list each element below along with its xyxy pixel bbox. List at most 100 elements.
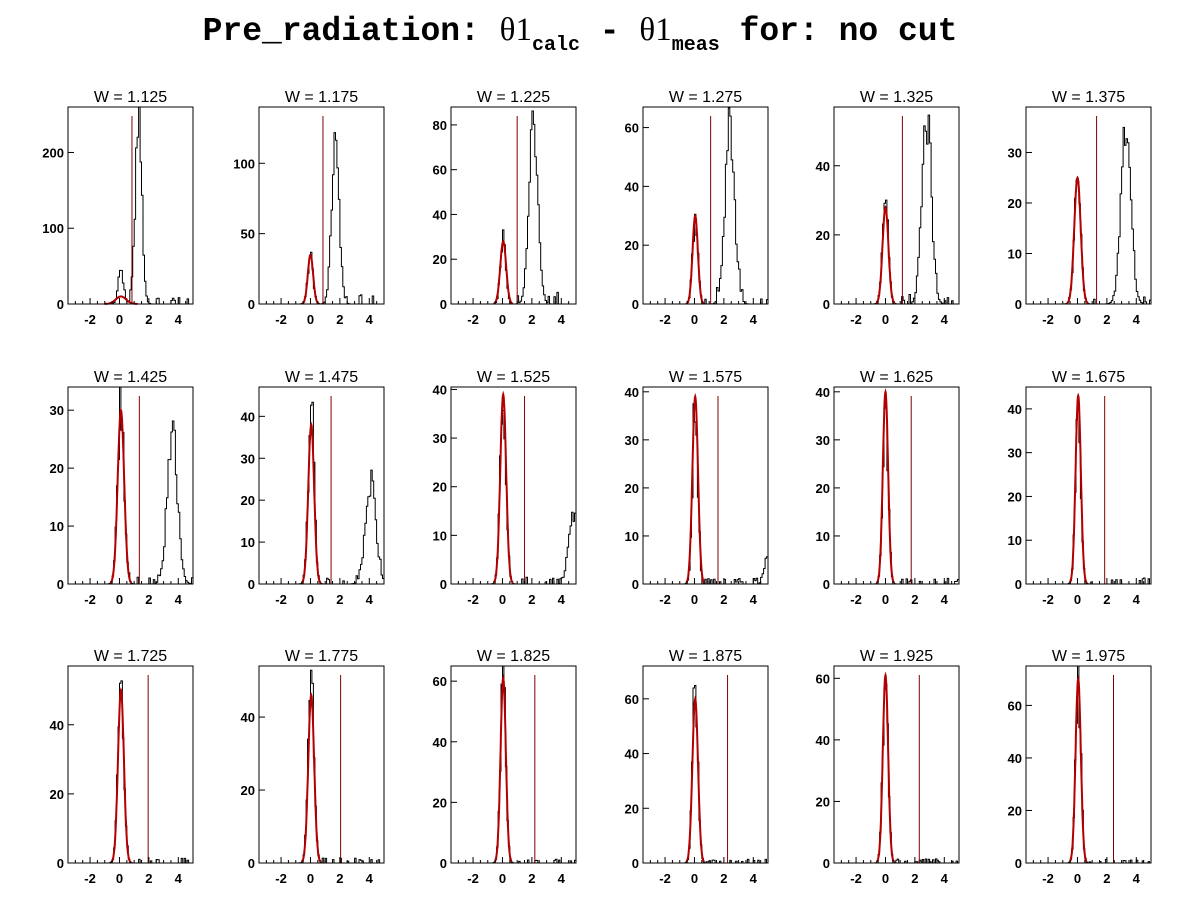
panel-title: W = 1.225 [477, 89, 550, 106]
x-tick-label: 2 [1103, 312, 1110, 327]
y-tick-label: 0 [57, 297, 64, 312]
x-tick-label: 0 [882, 592, 889, 607]
y-tick-label: 60 [433, 674, 447, 689]
y-tick-label: 30 [1008, 446, 1022, 461]
y-tick-label: 20 [433, 480, 447, 495]
y-tick-label: 0 [1015, 297, 1022, 312]
y-tick-label: 30 [241, 451, 255, 466]
histogram-bars [834, 114, 959, 305]
y-tick-label: 40 [816, 733, 830, 748]
y-tick-label: 60 [816, 671, 830, 686]
y-tick-label: 40 [1008, 751, 1022, 766]
y-tick-label: 0 [248, 856, 255, 871]
y-tick-label: 20 [1008, 803, 1022, 818]
x-tick-label: 2 [1103, 592, 1110, 607]
plot-frame [833, 665, 960, 864]
histogram-bars [68, 106, 193, 305]
x-tick-label: -2 [850, 312, 862, 327]
x-tick-label: 4 [175, 312, 183, 327]
x-tick-label: -2 [84, 312, 96, 327]
panel-title: W = 1.725 [94, 648, 167, 665]
x-tick-label: -2 [850, 871, 862, 886]
x-tick-label: -2 [850, 592, 862, 607]
y-tick-label: 40 [625, 385, 639, 400]
plot-frame [1025, 665, 1152, 864]
title-minus: - [580, 13, 640, 50]
x-tick-label: 4 [366, 312, 374, 327]
y-tick-label: 40 [816, 159, 830, 174]
x-tick-label: -2 [1042, 871, 1054, 886]
x-tick-label: 2 [336, 312, 343, 327]
x-tick-label: 4 [558, 312, 566, 327]
y-tick-label: 0 [57, 577, 64, 592]
histogram-bars [451, 110, 576, 305]
panel-title: W = 1.575 [669, 369, 742, 386]
histogram-bars [259, 669, 384, 864]
x-tick-label: 0 [307, 312, 314, 327]
plot-frame [67, 665, 194, 864]
x-tick-label: 2 [720, 312, 727, 327]
x-tick-label: -2 [275, 871, 287, 886]
plot-frame [450, 386, 577, 585]
histogram-panel: W = 1.175 -2 0 2 4 0 50 100 [233, 89, 385, 327]
x-tick-label: 2 [911, 871, 918, 886]
y-tick-label: 20 [1008, 196, 1022, 211]
x-tick-label: -2 [659, 871, 671, 886]
y-tick-label: 20 [50, 461, 64, 476]
x-tick-label: 4 [175, 592, 183, 607]
x-tick-label: 0 [116, 871, 123, 886]
y-tick-label: 30 [1008, 145, 1022, 160]
panel-title: W = 1.875 [669, 648, 742, 665]
y-tick-label: 10 [241, 535, 255, 550]
y-tick-label: 0 [57, 856, 64, 871]
page-title: Pre_radiation: θ1calc - θ1meas for: no c… [0, 12, 1160, 57]
y-tick-label: 50 [241, 227, 255, 242]
histogram-panel: W = 1.125 -2 0 2 4 0 100 200 [42, 89, 194, 327]
y-tick-label: 0 [632, 297, 639, 312]
x-tick-label: 0 [116, 312, 123, 327]
plot-frame [450, 106, 577, 305]
y-tick-label: 10 [50, 519, 64, 534]
panel-title: W = 1.475 [285, 369, 358, 386]
histogram-bars [259, 132, 384, 305]
x-tick-label: 0 [691, 312, 698, 327]
x-tick-label: 4 [941, 312, 949, 327]
plot-frame [833, 106, 960, 305]
y-tick-label: 0 [1015, 577, 1022, 592]
x-tick-label: 4 [750, 592, 758, 607]
y-tick-label: 20 [433, 252, 447, 267]
y-tick-label: 60 [433, 163, 447, 178]
x-tick-label: 2 [911, 312, 918, 327]
y-tick-label: 0 [440, 297, 447, 312]
x-tick-label: -2 [1042, 312, 1054, 327]
gaussian-fit-curve [301, 692, 322, 863]
plot-frame [258, 386, 385, 585]
histogram-bars [643, 403, 769, 585]
y-tick-label: 30 [625, 433, 639, 448]
x-tick-label: -2 [275, 592, 287, 607]
gaussian-fit-curve [493, 239, 513, 305]
gaussian-fit-curve [109, 407, 133, 584]
plot-frame [1025, 386, 1152, 585]
gaussian-fit-curve [110, 687, 132, 863]
y-tick-label: 10 [1008, 533, 1022, 548]
x-tick-label: 2 [336, 871, 343, 886]
x-tick-label: -2 [84, 592, 96, 607]
plot-frame [642, 106, 769, 305]
y-tick-label: 30 [433, 431, 447, 446]
gaussian-fit-curve [875, 204, 896, 305]
title-sub-meas: meas [671, 34, 720, 57]
histogram-panel: W = 1.375 -2 0 2 4 0 10 20 30 [1008, 89, 1152, 327]
panel-title: W = 1.375 [1052, 89, 1125, 106]
y-tick-label: 20 [241, 493, 255, 508]
x-tick-label: 4 [941, 592, 949, 607]
gaussian-fit-curve [876, 387, 895, 584]
gaussian-fit-curve [876, 671, 895, 863]
